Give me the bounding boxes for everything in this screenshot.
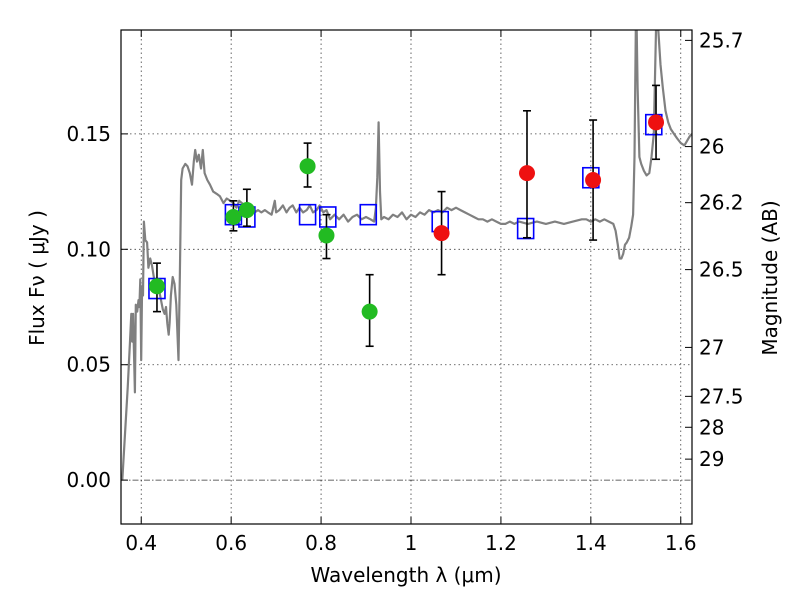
observed-flux-point [433,225,450,242]
x-tick-label: 1 [405,531,418,555]
observed-flux-point [238,202,255,219]
x-axis-label: Wavelength λ (μm) [310,563,501,587]
y2-tick-label: 26.2 [699,191,744,215]
y2-tick-label: 27 [699,335,724,359]
y-axis-label: Flux Fν ( μJy ) [25,210,49,346]
x-tick-label: 0.6 [215,531,247,555]
observed-flux-point [148,278,165,295]
plot-clipped [121,30,692,481]
plot-frame [120,29,693,525]
observed-flux-point [318,227,335,244]
observed-flux-point [648,114,665,131]
x-tick-label: 1.4 [575,531,607,555]
observed-flux-point [361,303,378,320]
observed-flux-point [299,158,316,175]
y2-tick-label: 25.7 [699,28,744,52]
x-tick-label: 0.4 [125,531,157,555]
axes: 0.4 0.6 0.8 1 1.2 1.4 1.6 0.00 0.05 0.10 0.15 25.7 2… [66,28,743,555]
x-tick-label: 1.6 [665,531,697,555]
x-tick-label: 0.8 [305,531,337,555]
y2-tick-label: 28 [699,415,724,439]
observed-flux-point [225,208,242,225]
y-tick-label: 0.10 [66,237,111,261]
template-spectrum-line [121,30,692,481]
y2-tick-label: 26 [699,135,724,159]
observed-flux-point [518,165,535,182]
y2-tick-label: 29 [699,447,724,471]
model-flux-square [319,206,337,228]
y2-axis-label: Magnitude (AB) [758,200,782,355]
model-flux-square [359,203,378,226]
grid [121,30,692,524]
y-tick-label: 0.05 [66,353,111,377]
y2-tick-label: 27.5 [699,384,744,408]
model-flux-square [298,203,317,226]
x-tick-label: 1.2 [485,531,517,555]
y2-tick-label: 26.5 [699,258,744,282]
plot-area [121,30,692,481]
y-tick-label: 0.15 [66,122,111,146]
observed-flux-point [585,172,602,189]
y-tick-label: 0.00 [66,468,111,492]
